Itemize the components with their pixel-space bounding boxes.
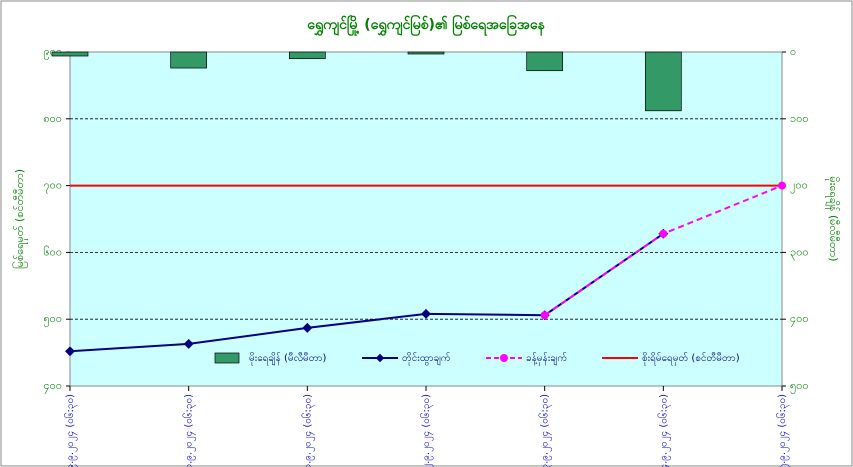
x-tick-label: ၁၄.၉.၂၀၂၄ (၀၆:၃၀): [656, 394, 671, 467]
y-tick-label: ၈၀၀: [43, 112, 62, 125]
legend-label: တိုင်းထွာချက်: [402, 351, 451, 366]
chart-title: ရွှေကျင်မြို့ (ရွှေကျင်မြစ်)၏ မြစ်ရေအခြေ…: [307, 15, 545, 36]
bar: [407, 51, 445, 55]
x-tick-label: ၉.၉.၂၀၂၄ (၀၆:၃၀): [63, 394, 78, 467]
bar: [288, 51, 326, 60]
point: [778, 181, 786, 190]
x-tick-label: ၁၂.၉.၂၀၂၄ (၀၆:၃၀): [419, 394, 434, 467]
legend-swatch: [500, 354, 508, 362]
legend-swatch: [214, 352, 240, 364]
point: [183, 338, 194, 349]
y2-tick-label: ၃၀၀: [790, 245, 809, 260]
y2-tick-label: ၀: [790, 45, 796, 58]
legend-label: မိုးရေချိန် (မီလီမီတာ): [249, 351, 327, 366]
legend-swatch: [375, 353, 385, 363]
y2-tick-label: ၁၀၀: [790, 112, 809, 125]
point: [421, 308, 431, 319]
y-axis-title: မြစ်ရေမှတ် (စင်တီမီတာ): [12, 169, 28, 269]
point: [659, 229, 668, 238]
y-tick-label: ၆၀၀: [43, 245, 62, 258]
point: [302, 322, 313, 333]
bar: [526, 51, 564, 72]
bar: [644, 51, 682, 112]
y-tick-label: ၇၀၀: [43, 179, 62, 194]
y2-axis-title: မိုးရေချိန် (မီလီမီတာ): [825, 176, 840, 261]
bar: [170, 51, 208, 69]
x-tick-label: ၁၃.၉.၂၀၂၄ (၀၆:၃၀): [538, 394, 553, 467]
y2-tick-label: ၄၀၀: [790, 312, 809, 327]
x-tick-label: ၁၁.၉.၂၀၂၄ (၀၆:၃၀): [300, 394, 315, 467]
y-tick-label: ၅၀၀: [43, 312, 62, 327]
legend-label: စိုးရိမ်ရေမှတ် (စင်တီမီတာ): [642, 351, 740, 366]
legend-label: ခန့်မှန်းချက်: [526, 351, 567, 366]
x-tick-label: ၁၀.၉.၂၀၂၄ (၀၆:၃၀): [182, 394, 197, 467]
bar: [51, 51, 89, 57]
y-tick-label: ၄၀၀: [43, 379, 62, 394]
y2-tick-label: ၂၀၀: [790, 179, 808, 194]
y2-tick-label: ၅၀၀: [790, 379, 809, 394]
point: [540, 311, 549, 320]
x-tick-label: ၁၅.၉.၂၀၂၄ (၀၆:၃၀): [775, 394, 790, 467]
